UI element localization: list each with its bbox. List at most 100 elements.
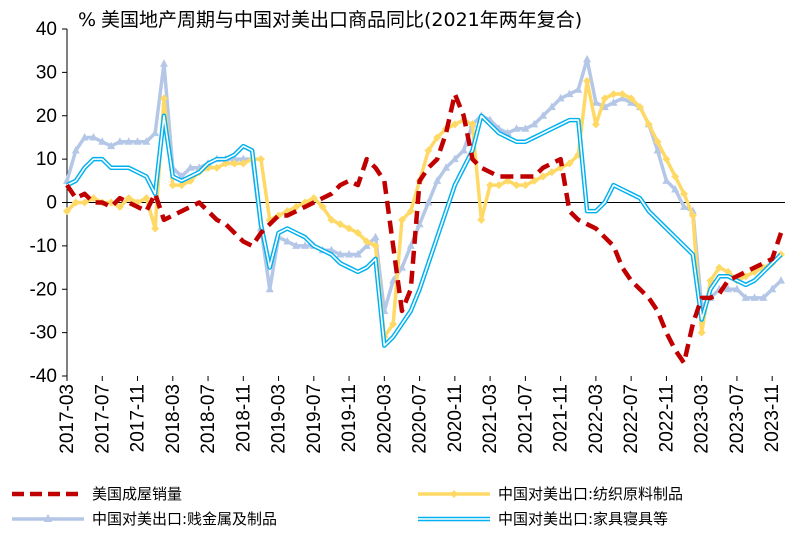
data-point <box>212 163 221 172</box>
data-point <box>741 293 750 301</box>
x-tick-label: 2017-03 <box>57 384 78 454</box>
data-point <box>107 198 116 207</box>
data-point <box>124 194 133 203</box>
data-point <box>107 141 116 150</box>
data-point <box>362 237 371 246</box>
data-point <box>583 77 592 86</box>
data-point <box>530 119 539 128</box>
data-point <box>609 90 618 99</box>
data-point <box>177 181 186 190</box>
data-point <box>327 215 336 224</box>
data-point <box>230 159 239 168</box>
data-point <box>521 181 530 190</box>
x-tick-label: 2020-11 <box>445 384 466 452</box>
data-point <box>133 137 142 145</box>
data-point <box>89 194 98 203</box>
data-point <box>732 284 741 293</box>
data-point <box>336 250 345 258</box>
x-tick-label: 2019-03 <box>269 384 290 454</box>
legend-label: 中国对美出口:家具寝具等 <box>498 510 668 528</box>
data-point <box>512 181 521 190</box>
data-point <box>724 267 733 276</box>
data-point <box>239 159 248 168</box>
data-point <box>80 132 89 141</box>
data-point <box>406 207 415 216</box>
series-1 <box>65 91 784 366</box>
data-point <box>389 319 398 328</box>
x-tick-label: 2020-03 <box>374 384 395 454</box>
data-point <box>318 202 327 211</box>
data-point <box>301 241 309 249</box>
x-tick-label: 2022-03 <box>586 384 607 454</box>
data-point <box>609 98 618 106</box>
series-line <box>65 79 783 339</box>
data-point <box>777 276 785 284</box>
data-point <box>477 215 486 224</box>
chart-title: 美国地产周期与中国对美出口商品同比(2021年两年复合) <box>101 9 582 31</box>
data-point <box>459 145 468 154</box>
legend-label: 中国对美出口:纺织原料制品 <box>498 485 683 503</box>
x-tick-label: 2023-11 <box>762 384 783 452</box>
data-point <box>63 207 71 216</box>
x-tick-label: 2017-07 <box>92 384 113 454</box>
data-point <box>406 241 415 249</box>
data-point <box>662 155 671 164</box>
data-point <box>697 328 706 337</box>
data-point <box>442 163 451 171</box>
data-point <box>353 228 362 237</box>
data-point <box>353 250 362 258</box>
data-point <box>115 202 124 211</box>
y-tick-label: -30 <box>30 323 57 344</box>
data-point <box>591 98 600 106</box>
data-point <box>186 163 195 171</box>
data-point <box>521 124 530 132</box>
data-point <box>600 94 609 103</box>
data-point <box>336 220 345 229</box>
data-point <box>468 120 477 129</box>
data-point <box>565 159 574 168</box>
data-point <box>415 219 424 228</box>
data-point <box>671 172 680 181</box>
series-layer <box>63 54 785 366</box>
data-point <box>142 194 151 203</box>
data-point <box>635 103 644 112</box>
x-tick-label: 2019-07 <box>304 384 325 454</box>
x-tick-label: 2021-11 <box>551 384 572 452</box>
data-point <box>221 159 230 168</box>
data-point <box>80 198 89 207</box>
y-tick-label: 10 <box>36 149 57 170</box>
data-point <box>662 176 671 184</box>
data-point <box>292 241 301 249</box>
data-point <box>530 176 539 185</box>
data-point <box>556 93 565 102</box>
data-point <box>345 250 354 258</box>
data-point <box>424 146 433 155</box>
legend-label: 美国成屋销量 <box>92 485 182 503</box>
series-line <box>65 57 783 313</box>
data-point <box>433 133 442 142</box>
data-point <box>159 94 168 103</box>
data-point <box>309 194 318 203</box>
legend-item-4: 中国对美出口:家具寝具等 <box>418 510 668 528</box>
data-point <box>574 85 583 93</box>
legend-item-2: 中国对美出口:纺织原料制品 <box>418 485 683 503</box>
x-tick-label: 2021-03 <box>480 384 501 454</box>
x-tick-label: 2019-11 <box>339 384 360 452</box>
y-tick-label: 20 <box>36 106 57 127</box>
data-point <box>397 263 406 271</box>
data-point <box>688 211 697 220</box>
legend-item-1: 美国成屋销量 <box>12 485 182 503</box>
y-tick-label: -40 <box>30 366 57 387</box>
axes <box>66 29 785 376</box>
data-point <box>653 137 662 146</box>
data-point <box>547 102 556 111</box>
data-point <box>503 176 512 185</box>
data-point <box>539 111 547 119</box>
data-point <box>768 284 777 293</box>
data-point <box>71 198 80 207</box>
y-tick-label: -20 <box>30 279 57 300</box>
data-point <box>565 89 574 98</box>
data-point <box>142 137 151 145</box>
